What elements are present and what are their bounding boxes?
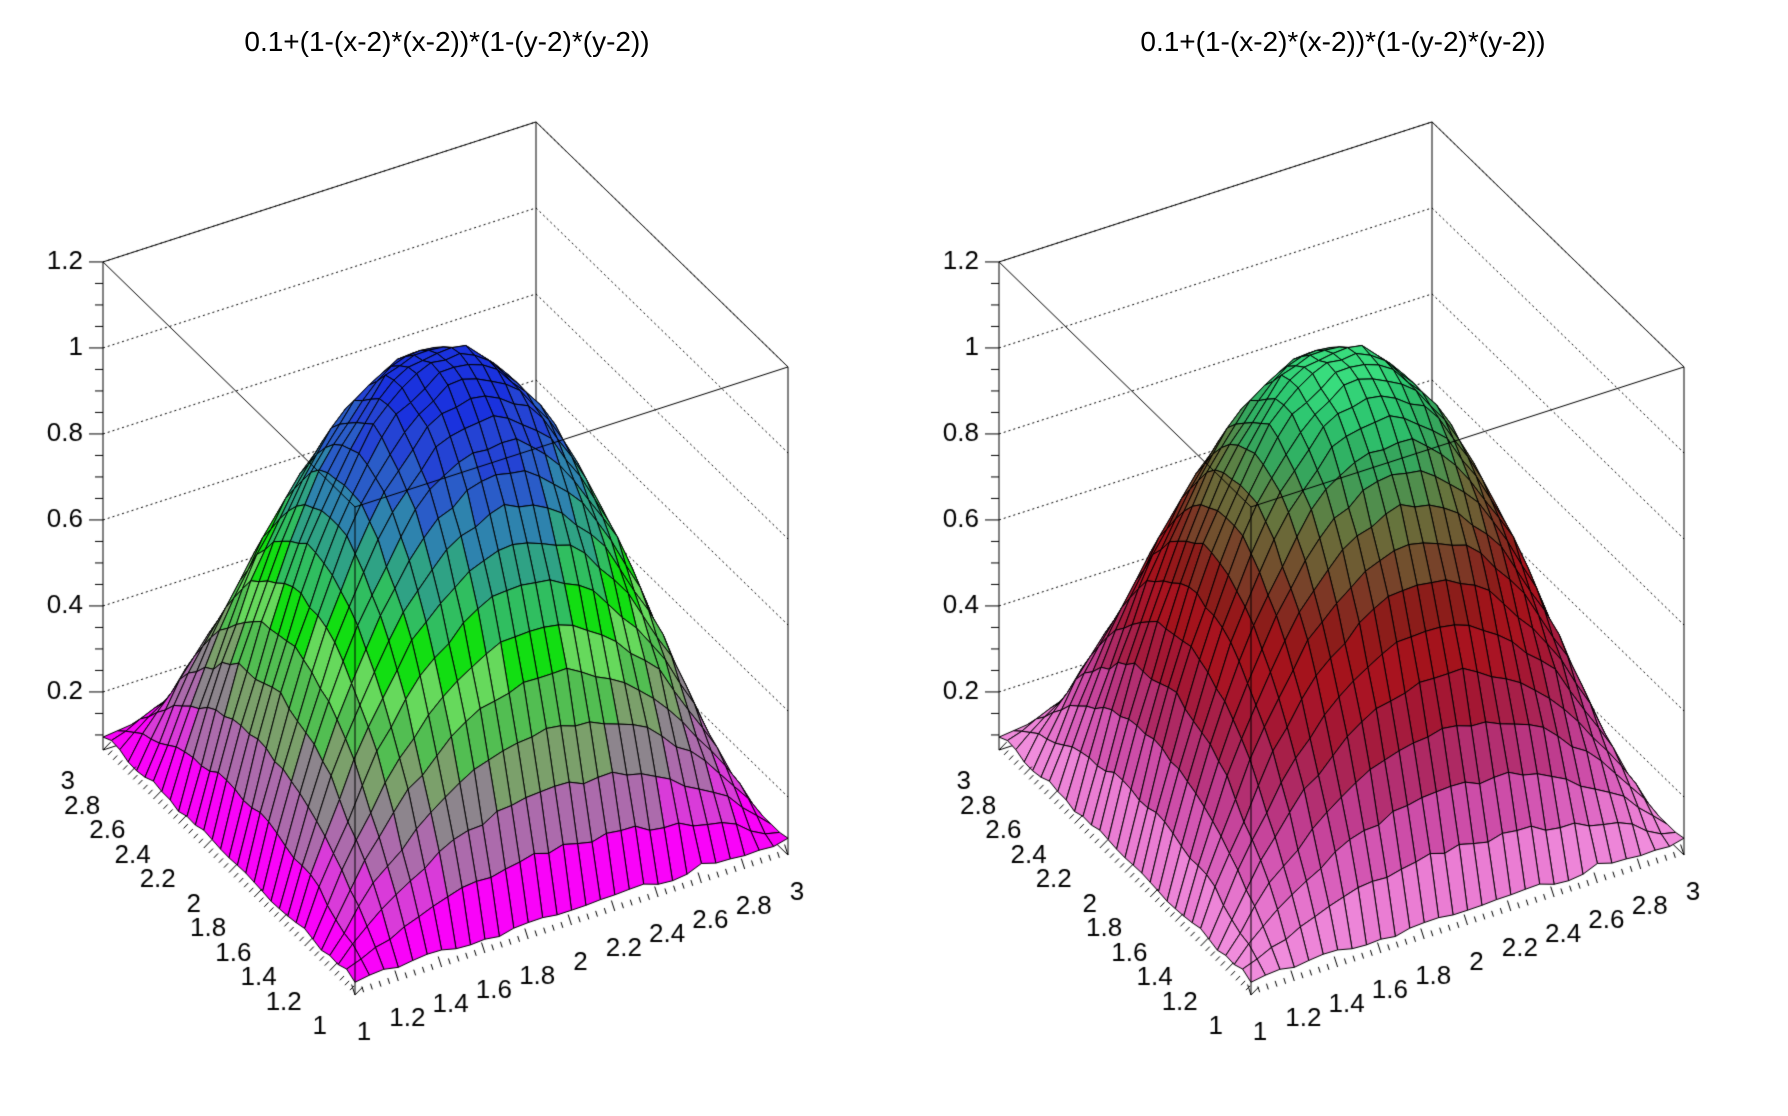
plot-title-right: 0.1+(1-(x-2)*(x-2))*(1-(y-2)*(y-2)): [1140, 26, 1546, 57]
plot-title-left: 0.1+(1-(x-2)*(x-2))*(1-(y-2)*(y-2)): [244, 26, 650, 57]
